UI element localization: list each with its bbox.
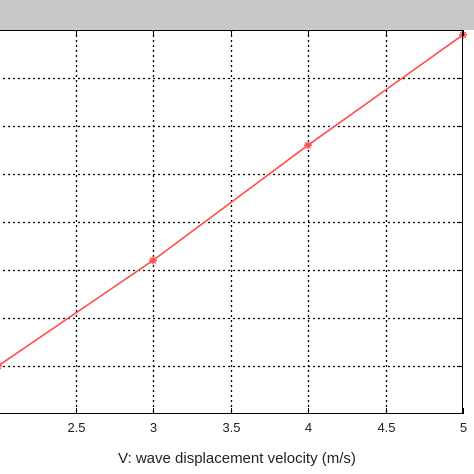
x-tick-label: 3.5	[222, 420, 240, 435]
plot-frame	[0, 30, 463, 414]
x-axis-title: V: wave displacement velocity (m/s)	[118, 450, 356, 467]
x-tick-label: 4	[305, 420, 312, 435]
data-point-marker	[0, 362, 2, 370]
data-point-marker	[149, 256, 157, 265]
figure-top-band	[0, 0, 474, 30]
series-line	[0, 34, 464, 366]
x-axis-ticks: 2.5 3 3.5 4 4.5 5	[67, 30, 467, 435]
x-tick-label: 3	[150, 420, 157, 435]
x-tick-label: 5	[460, 420, 467, 435]
data-point-marker	[304, 141, 312, 150]
x-tick-label: 2.5	[67, 420, 85, 435]
x-tick-label: 4.5	[377, 420, 395, 435]
